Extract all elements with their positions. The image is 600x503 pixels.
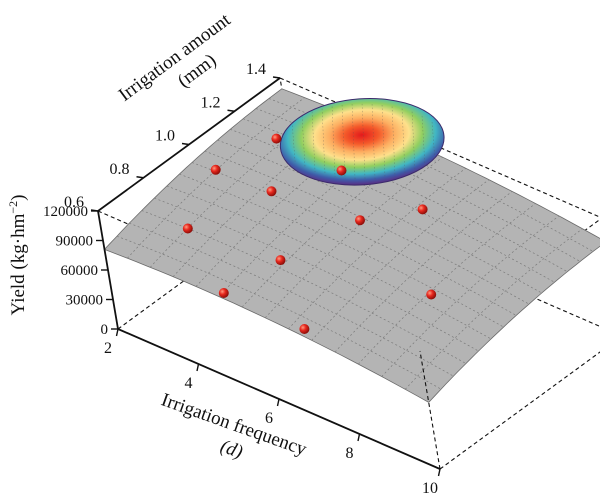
z-tick-label: 120000 <box>43 204 88 220</box>
y-axis-title-line1: Irrigation amount <box>115 9 235 106</box>
x-tick-label: 10 <box>422 480 438 497</box>
data-point <box>271 133 282 144</box>
surface-gridline <box>264 156 443 319</box>
x-tick-label: 2 <box>104 340 112 357</box>
x-tick-mark <box>276 398 280 407</box>
surface-gridline <box>218 135 397 297</box>
surface-gridline <box>195 125 374 287</box>
x-tick-mark <box>115 328 119 337</box>
box-front-edges <box>419 350 600 470</box>
heat-spot-hatch <box>321 108 326 175</box>
heat-spot-ellipse <box>279 98 445 186</box>
data-point <box>336 165 347 176</box>
heat-spot <box>279 98 445 186</box>
heat-spot-hatch <box>391 106 396 178</box>
surface-gridline <box>149 106 328 268</box>
y-tick-label: 1.4 <box>246 61 266 78</box>
data-point <box>299 324 310 334</box>
z-tick-label: 60000 <box>61 263 99 279</box>
surface-gridline <box>358 203 536 365</box>
data-point <box>210 164 221 175</box>
x-axis-title: Irrigation frequency (d) <box>158 389 309 463</box>
y-tick-label: 1.2 <box>201 94 221 111</box>
heat-spot-hatch <box>401 108 406 175</box>
x-tick-mark <box>357 433 361 442</box>
x-axis-title-line2: (d) <box>218 436 246 463</box>
x-tick-mark <box>437 468 441 477</box>
z-tick-label: 90000 <box>56 234 94 250</box>
z-tick-label: 30000 <box>66 293 104 309</box>
tick-labels: 2 4 6 8 10 0.6 0.8 1.0 1.2 1.4 0 30000 60000 90000 120… <box>43 61 441 497</box>
data-point <box>218 288 229 298</box>
z-axis-title-main: Yield (kg·hm <box>8 213 29 315</box>
data-point <box>417 204 428 215</box>
heat-spot-hatch <box>361 103 366 180</box>
x-tick-label: 6 <box>265 410 273 427</box>
x-tick-mark <box>196 363 200 372</box>
heat-spot-hatch <box>301 115 306 168</box>
y-tick-mark <box>136 176 144 179</box>
front-edge-floor-right <box>439 351 600 470</box>
y-tick-label: 0.6 <box>64 194 84 211</box>
data-points <box>182 133 437 334</box>
data-point <box>426 289 437 300</box>
surface-patch <box>103 88 600 403</box>
surface-gridline <box>404 228 583 390</box>
y-axis-title: Irrigation amount (mm) <box>115 9 235 106</box>
z-tick-label: 0 <box>101 322 109 338</box>
data-point <box>275 255 286 266</box>
z-axis-title: Yield (kg·hm−2) <box>6 195 29 316</box>
data-point <box>355 215 365 226</box>
y-tick-mark <box>272 76 281 79</box>
surface-gridline <box>288 168 466 330</box>
z-axis-title-sup: −2 <box>6 201 20 214</box>
y-tick-mark <box>227 109 235 112</box>
heat-spot-hatch <box>411 111 416 172</box>
y-tick-label: 1.0 <box>155 128 175 145</box>
heat-spot-hatch <box>421 115 426 168</box>
svg-text:Yield (kg·hm−2): Yield (kg·hm−2) <box>6 195 29 316</box>
data-point <box>182 223 193 234</box>
x-tick-label: 8 <box>346 445 354 462</box>
y-tick-label: 0.8 <box>110 161 130 178</box>
surface-gridline <box>381 215 560 377</box>
y-tick-mark <box>181 142 190 146</box>
response-surface <box>103 88 600 403</box>
z-axis-title-end: ) <box>8 195 29 201</box>
front-edge-vertical-right <box>419 350 441 470</box>
x-tick-label: 4 <box>185 375 193 392</box>
heat-spot-hatch <box>331 106 336 178</box>
heat-spot-hatch <box>311 111 316 172</box>
data-point <box>266 186 277 197</box>
